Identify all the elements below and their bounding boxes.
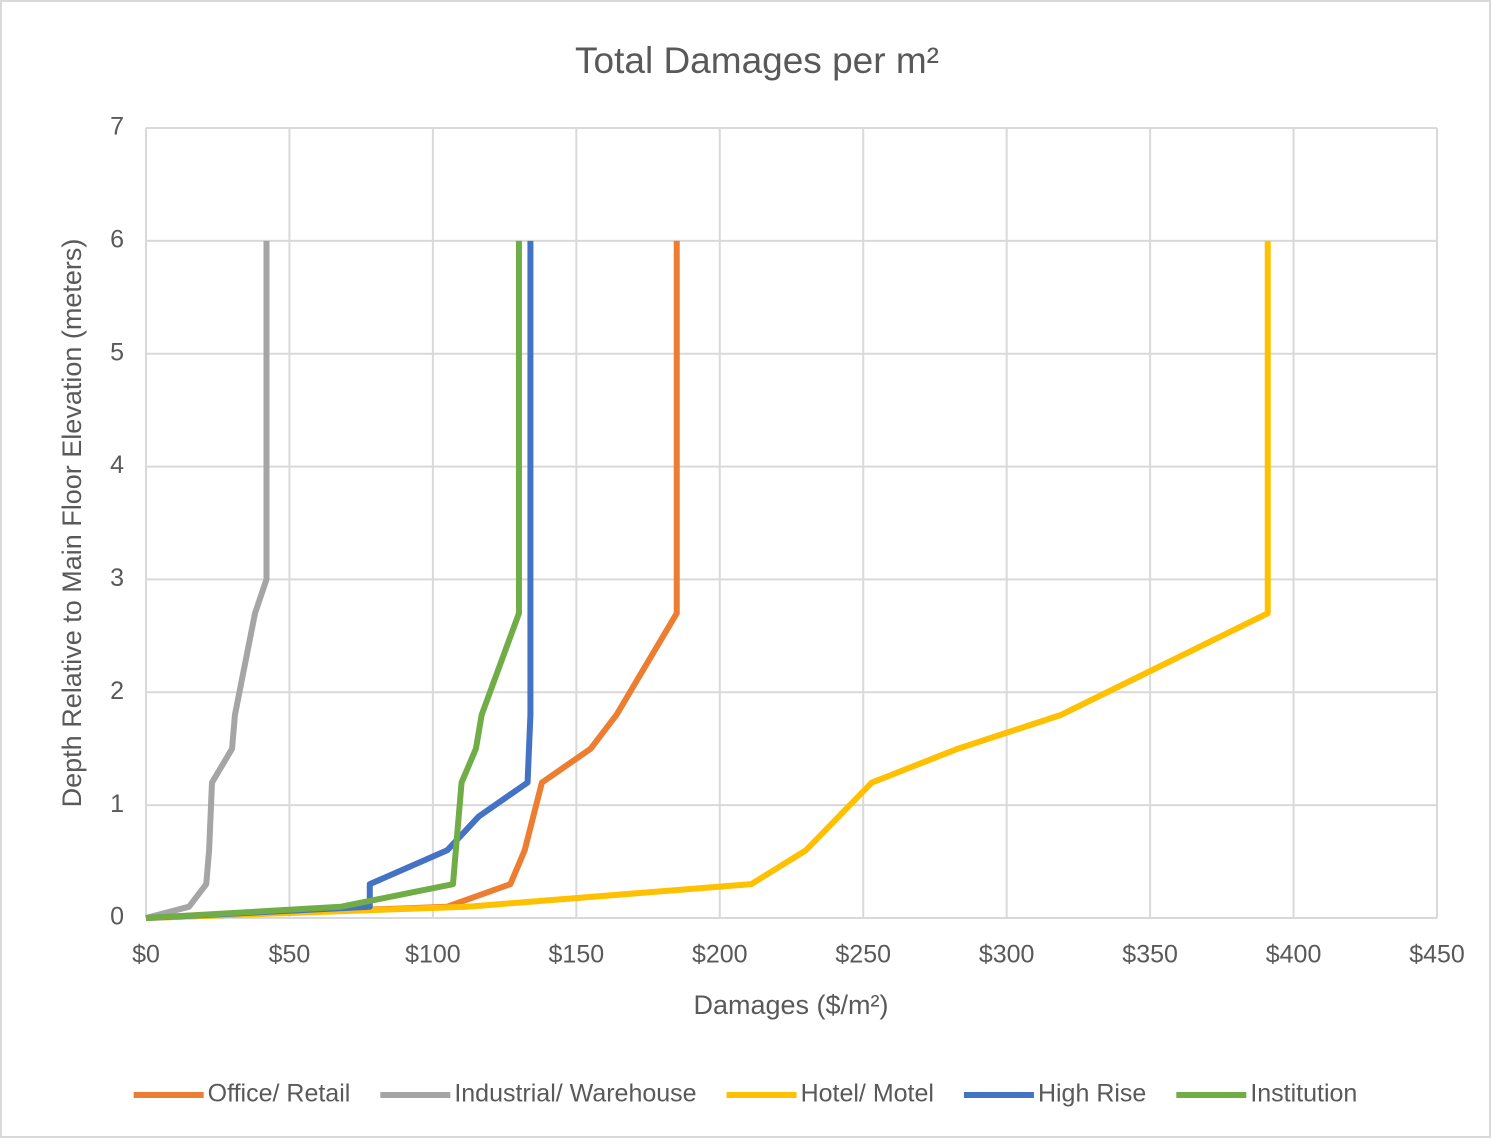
y-tick-label: 7 (110, 113, 124, 141)
series-line (145, 240, 522, 921)
chart-title: Total Damages per m² (575, 40, 939, 81)
y-axis-label: Depth Relative to Main Floor Elevation (… (57, 239, 87, 808)
x-tick-label: $300 (979, 941, 1035, 969)
x-tick-label: $250 (835, 941, 891, 969)
legend-label: Hotel/ Motel (801, 1080, 934, 1108)
legend-label: High Rise (1038, 1080, 1146, 1108)
x-axis-label: Damages ($/m²) (693, 990, 888, 1020)
series-line (145, 240, 1271, 921)
y-tick-label: 5 (110, 338, 124, 366)
legend-label: Office/ Retail (208, 1080, 351, 1108)
series-line (145, 240, 680, 921)
x-tick-label: $200 (692, 941, 748, 969)
y-tick-label: 1 (110, 790, 124, 818)
y-tick-label: 2 (110, 677, 124, 705)
y-tick-label: 0 (110, 903, 124, 931)
x-tick-label: $350 (1122, 941, 1178, 969)
x-tick-label: $400 (1266, 941, 1322, 969)
x-tick-label: $50 (269, 941, 311, 969)
legend-label: Industrial/ Warehouse (454, 1080, 696, 1108)
x-tick-label: $450 (1409, 941, 1465, 969)
legend-label: Institution (1250, 1080, 1357, 1108)
y-tick-label: 4 (110, 451, 124, 479)
x-tick-label: $0 (132, 941, 160, 969)
y-tick-label: 6 (110, 225, 124, 253)
series-line (145, 240, 270, 921)
y-tick-label: 3 (110, 564, 124, 592)
x-tick-label: $150 (549, 941, 605, 969)
x-tick-label: $100 (405, 941, 461, 969)
